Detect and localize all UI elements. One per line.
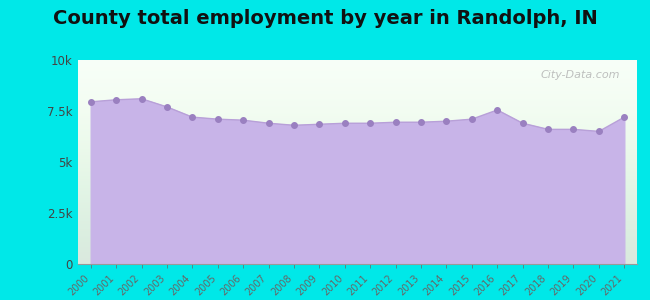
Point	[568, 127, 578, 132]
Point	[263, 121, 274, 126]
Point	[339, 121, 350, 126]
Point	[467, 117, 477, 122]
Point	[391, 120, 401, 124]
Point	[416, 120, 426, 124]
Point	[86, 99, 96, 104]
Point	[619, 115, 629, 119]
Point	[136, 96, 147, 101]
Point	[441, 119, 452, 124]
Point	[238, 118, 248, 123]
Point	[111, 98, 122, 102]
Point	[289, 123, 299, 128]
Point	[492, 108, 502, 112]
Text: County total employment by year in Randolph, IN: County total employment by year in Rando…	[53, 9, 597, 28]
Point	[162, 104, 172, 109]
Point	[517, 121, 528, 126]
Text: City-Data.com: City-Data.com	[541, 70, 620, 80]
Point	[314, 122, 324, 127]
Point	[365, 121, 376, 126]
Point	[187, 115, 198, 119]
Point	[593, 129, 604, 134]
Point	[543, 127, 553, 132]
Point	[213, 117, 223, 122]
